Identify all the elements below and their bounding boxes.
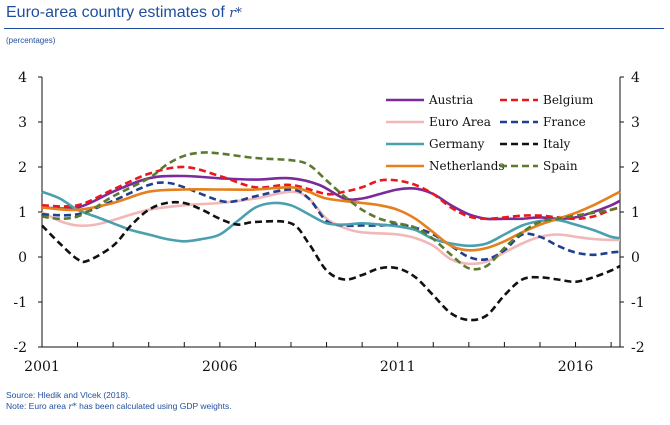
title-symbol: r* (229, 6, 242, 21)
legend-label-italy: Italy (543, 137, 571, 151)
header-bar: Euro-area country estimates of r* (4, 2, 664, 29)
y-tick-label-left: 4 (18, 70, 27, 86)
y-tick-label-left: -2 (13, 340, 27, 356)
y-tick-label-left: 1 (18, 205, 27, 221)
series-line-germany (41, 190, 621, 248)
series-line-belgium (41, 165, 621, 221)
x-tick-label: 2016 (558, 359, 594, 375)
legend-label-spain: Spain (543, 159, 578, 173)
footnote: Note: Euro area r* has been calculated u… (6, 401, 232, 412)
y-tick-label-left: 0 (18, 250, 27, 266)
y-tick-label-right: -1 (631, 295, 645, 311)
legend-label-belgium: Belgium (543, 93, 594, 107)
y-tick-label-right: 1 (631, 205, 640, 221)
chart-series (41, 151, 621, 322)
x-tick-label: 2006 (202, 359, 238, 375)
source-note: Source: Hledik and Vlcek (2018). (6, 390, 131, 400)
footnote-suffix: has been calculated using GDP weights. (79, 401, 232, 411)
legend-label-germany: Germany (429, 137, 485, 151)
y-tick-label-right: -2 (631, 340, 645, 356)
series-line-italy (41, 200, 621, 322)
series-line-spain (41, 151, 621, 271)
y-tick-label-right: 4 (631, 70, 640, 86)
x-tick-label: 2011 (380, 359, 416, 375)
chart-legend: Austria Belgium Euro Area France Germany Ital… (386, 93, 594, 173)
footnote-symbol: r* (68, 402, 77, 412)
legend-label-france: France (543, 115, 586, 129)
chart-title: Euro-area country estimates of r* (6, 4, 242, 22)
y-tick-label-right: 2 (631, 160, 640, 176)
legend-label-netherlands: Netherlands (429, 159, 505, 173)
chart-axes: 4 4 3 3 2 2 1 1 0 0 -1 -1 -2 -2 2001 2006 2011 2016 (13, 70, 644, 375)
y-tick-label-right: 3 (631, 115, 640, 131)
y-tick-label-left: 2 (18, 160, 27, 176)
legend-label-austria: Austria (428, 93, 473, 107)
y-tick-label-left: 3 (18, 115, 27, 131)
series-line-euro-area (41, 190, 621, 266)
legend-label-euro-area: Euro Area (429, 115, 491, 129)
title-text: Euro-area country estimates of (6, 4, 225, 21)
y-tick-label-right: 0 (631, 250, 640, 266)
x-tick-label: 2001 (24, 359, 60, 375)
footnote-prefix: Note: Euro area (6, 401, 67, 411)
y-tick-label-left: -1 (13, 295, 27, 311)
chart-subtitle: (percentages) (6, 36, 56, 45)
